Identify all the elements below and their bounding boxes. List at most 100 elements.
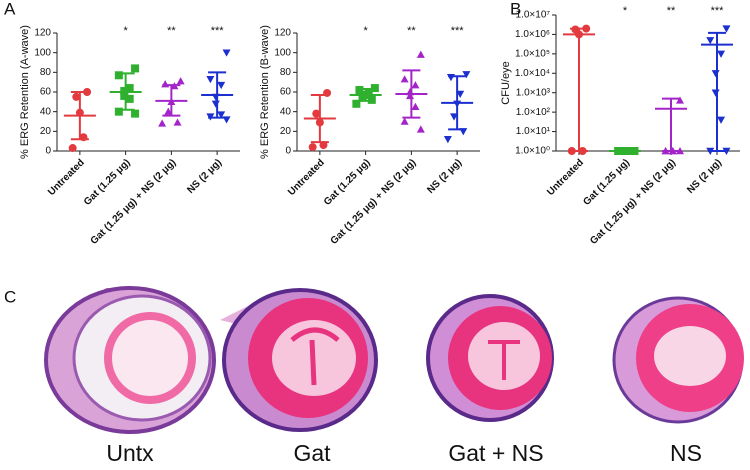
- x-tick-label: Gat (1.25 μg) + NS (2 μg): [329, 157, 419, 247]
- y-tick-label: 0: [285, 146, 291, 157]
- significance: *: [123, 25, 128, 37]
- data-point: [120, 91, 129, 100]
- y-tick-label: 120: [274, 28, 291, 39]
- data-point: [462, 71, 471, 79]
- data-point: [176, 77, 185, 85]
- x-tick-label: NS (2 μg): [425, 157, 464, 196]
- data-point: [161, 80, 170, 88]
- data-point: [206, 76, 215, 84]
- y-tick-label: 120: [34, 28, 51, 39]
- data-point: [125, 94, 134, 103]
- significance: ***: [451, 25, 465, 37]
- data-point: [131, 109, 140, 118]
- data-point: [717, 116, 726, 124]
- data-point: [450, 113, 459, 121]
- data-point: [443, 136, 452, 144]
- y-tick-label: 100: [274, 47, 291, 58]
- data-point: [400, 117, 409, 125]
- data-point: [722, 25, 731, 33]
- y-tick-label: 1.0×10²: [516, 107, 551, 118]
- y-tick-label: 1.0×10⁷: [516, 10, 551, 21]
- panel-label: C: [4, 287, 16, 306]
- data-point: [211, 100, 220, 108]
- data-point: [456, 90, 465, 98]
- y-axis-label: % ERG Retention (B-wave): [259, 25, 271, 159]
- histology-images: [44, 286, 744, 434]
- significance: ***: [711, 5, 725, 17]
- eye-section: [612, 296, 744, 424]
- data-point: [173, 118, 182, 126]
- data-point: [706, 37, 715, 45]
- x-tick-label: Gat (1.25 μg) + NS (2 μg): [588, 157, 678, 247]
- y-tick-label: 80: [40, 67, 52, 78]
- data-point: [114, 71, 123, 80]
- data-point: [676, 96, 684, 104]
- data-point: [217, 111, 226, 119]
- data-point: [308, 143, 317, 152]
- significance: **: [407, 25, 416, 37]
- histology-label: Untx: [106, 440, 154, 466]
- x-tick-label: Untreated: [545, 157, 586, 198]
- y-tick-label: 1.0×10⁴: [515, 68, 550, 79]
- data-point: [72, 92, 81, 101]
- eye-section: [44, 286, 216, 434]
- data-point: [222, 49, 231, 57]
- data-point: [352, 99, 361, 108]
- eye-section: [220, 288, 378, 432]
- x-tick-label: Untreated: [46, 157, 87, 198]
- panel-label: A: [4, 0, 16, 18]
- y-tick-label: 1.0×10³: [516, 87, 551, 98]
- data-point: [131, 64, 140, 73]
- significance: **: [667, 5, 676, 17]
- x-tick-label: NS (2 μg): [685, 157, 724, 196]
- y-tick-label: 40: [280, 106, 292, 117]
- data-point: [717, 50, 726, 58]
- y-tick-label: 20: [40, 126, 52, 137]
- data-point: [68, 144, 77, 153]
- x-tick-label: Untreated: [286, 157, 327, 198]
- data-point: [446, 74, 455, 82]
- data-point: [722, 147, 731, 155]
- data-point: [416, 125, 425, 133]
- histology-label: NS: [670, 440, 702, 466]
- significance: *: [363, 25, 368, 37]
- y-tick-label: 1.0×10¹: [516, 126, 551, 137]
- eye-section: [426, 294, 554, 422]
- y-tick-label: 80: [280, 67, 292, 78]
- y-tick-label: 1.0×10⁵: [515, 48, 550, 59]
- data-point: [411, 81, 420, 89]
- data-point: [416, 50, 425, 58]
- data-point: [711, 70, 720, 78]
- data-point: [125, 84, 134, 93]
- x-tick-label: Gat (1.25 μg): [82, 157, 133, 208]
- x-tick-label: Gat (1.25 μg) + NS (2 μg): [89, 157, 179, 247]
- data-point: [400, 75, 409, 83]
- significance: *: [623, 5, 628, 17]
- y-axis-label: % ERG Retention (A-wave): [19, 25, 31, 159]
- y-tick-label: 0: [45, 146, 51, 157]
- data-point: [164, 107, 173, 115]
- y-tick-label: 20: [280, 126, 292, 137]
- data-point: [217, 81, 226, 90]
- y-axis-label: CFU/eye: [500, 61, 512, 104]
- x-tick-label: Gat (1.25 μg): [581, 157, 632, 208]
- data-point: [370, 84, 379, 93]
- y-tick-label: 60: [40, 87, 52, 98]
- data-point: [158, 119, 167, 127]
- data-point: [114, 107, 123, 116]
- y-tick-label: 1.0×10⁰: [515, 146, 550, 157]
- x-tick-label: Gat (1.25 μg): [322, 157, 373, 208]
- data-point: [711, 89, 720, 97]
- y-tick-label: 1.0×10⁶: [515, 29, 550, 40]
- data-point: [358, 92, 367, 101]
- histology-label: Gat: [293, 440, 331, 466]
- y-tick-label: 40: [40, 106, 52, 117]
- y-tick-label: 100: [34, 47, 51, 58]
- y-tick-label: 60: [280, 87, 292, 98]
- data-point: [411, 102, 420, 110]
- data-point: [312, 109, 321, 118]
- significance: ***: [211, 25, 225, 37]
- significance: **: [167, 25, 176, 37]
- panel-label: B: [510, 0, 521, 18]
